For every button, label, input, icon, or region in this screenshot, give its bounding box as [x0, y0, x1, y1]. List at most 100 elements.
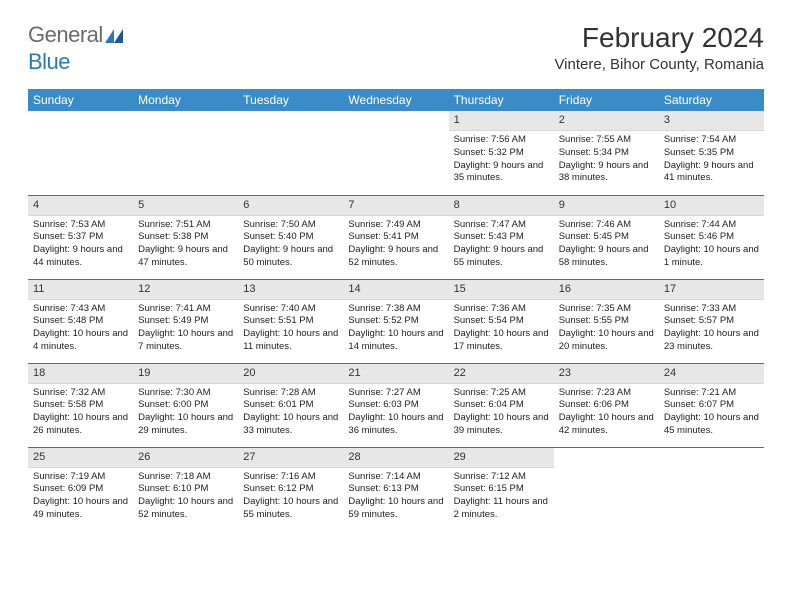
- calendar-row: 25Sunrise: 7:19 AMSunset: 6:09 PMDayligh…: [28, 447, 764, 531]
- sunrise-text: Sunrise: 7:16 AM: [243, 471, 338, 484]
- day-number: 3: [659, 111, 764, 131]
- calendar-cell: 26Sunrise: 7:18 AMSunset: 6:10 PMDayligh…: [133, 447, 238, 531]
- daylight-text: Daylight: 9 hours and 38 minutes.: [559, 160, 654, 186]
- weekday-saturday: Saturday: [659, 89, 764, 111]
- calendar-cell: 4Sunrise: 7:53 AMSunset: 5:37 PMDaylight…: [28, 195, 133, 279]
- calendar-cell: 23Sunrise: 7:23 AMSunset: 6:06 PMDayligh…: [554, 363, 659, 447]
- sunrise-text: Sunrise: 7:47 AM: [454, 219, 549, 232]
- calendar-cell: 1Sunrise: 7:56 AMSunset: 5:32 PMDaylight…: [449, 111, 554, 195]
- sunrise-text: Sunrise: 7:27 AM: [348, 387, 443, 400]
- day-number: 14: [343, 280, 448, 300]
- daylight-text: Daylight: 11 hours and 2 minutes.: [454, 496, 549, 522]
- sunrise-text: Sunrise: 7:41 AM: [138, 303, 233, 316]
- day-content: Sunrise: 7:50 AMSunset: 5:40 PMDaylight:…: [238, 216, 343, 273]
- day-content: Sunrise: 7:44 AMSunset: 5:46 PMDaylight:…: [659, 216, 764, 273]
- day-number: 1: [449, 111, 554, 131]
- day-number: 20: [238, 364, 343, 384]
- sunrise-text: Sunrise: 7:51 AM: [138, 219, 233, 232]
- calendar-row: 4Sunrise: 7:53 AMSunset: 5:37 PMDaylight…: [28, 195, 764, 279]
- sunset-text: Sunset: 5:51 PM: [243, 315, 338, 328]
- sunrise-text: Sunrise: 7:36 AM: [454, 303, 549, 316]
- daylight-text: Daylight: 10 hours and 14 minutes.: [348, 328, 443, 354]
- sunrise-text: Sunrise: 7:38 AM: [348, 303, 443, 316]
- calendar-cell: 20Sunrise: 7:28 AMSunset: 6:01 PMDayligh…: [238, 363, 343, 447]
- daylight-text: Daylight: 10 hours and 4 minutes.: [33, 328, 128, 354]
- calendar-cell: 24Sunrise: 7:21 AMSunset: 6:07 PMDayligh…: [659, 363, 764, 447]
- calendar-cell: [28, 111, 133, 195]
- day-number: 15: [449, 280, 554, 300]
- month-title: February 2024: [554, 22, 764, 54]
- sunset-text: Sunset: 6:15 PM: [454, 483, 549, 496]
- sunrise-text: Sunrise: 7:25 AM: [454, 387, 549, 400]
- day-number: 28: [343, 448, 448, 468]
- calendar-cell: 14Sunrise: 7:38 AMSunset: 5:52 PMDayligh…: [343, 279, 448, 363]
- sunset-text: Sunset: 5:48 PM: [33, 315, 128, 328]
- sunset-text: Sunset: 6:00 PM: [138, 399, 233, 412]
- day-number: 21: [343, 364, 448, 384]
- sunrise-text: Sunrise: 7:40 AM: [243, 303, 338, 316]
- sunrise-text: Sunrise: 7:28 AM: [243, 387, 338, 400]
- sunset-text: Sunset: 6:06 PM: [559, 399, 654, 412]
- calendar-cell: 22 Sunrise: 7:25 AMSunset: 6:04 PMDayligh…: [449, 363, 554, 447]
- daylight-text: Daylight: 10 hours and 45 minutes.: [664, 412, 759, 438]
- sunrise-text: Sunrise: 7:49 AM: [348, 219, 443, 232]
- sunrise-text: Sunrise: 7:43 AM: [33, 303, 128, 316]
- day-number: 12: [133, 280, 238, 300]
- day-content: Sunrise: 7:43 AMSunset: 5:48 PMDaylight:…: [28, 300, 133, 357]
- sunset-text: Sunset: 5:34 PM: [559, 147, 654, 160]
- day-content: [28, 130, 133, 136]
- daylight-text: Daylight: 10 hours and 20 minutes.: [559, 328, 654, 354]
- sunset-text: Sunset: 5:45 PM: [559, 231, 654, 244]
- calendar-cell: 25Sunrise: 7:19 AMSunset: 6:09 PMDayligh…: [28, 447, 133, 531]
- day-content: Sunrise: 7:53 AMSunset: 5:37 PMDaylight:…: [28, 216, 133, 273]
- sunset-text: Sunset: 6:09 PM: [33, 483, 128, 496]
- daylight-text: Daylight: 10 hours and 39 minutes.: [454, 412, 549, 438]
- day-content: Sunrise: 7:16 AMSunset: 6:12 PMDaylight:…: [238, 468, 343, 525]
- calendar-cell: 16Sunrise: 7:35 AMSunset: 5:55 PMDayligh…: [554, 279, 659, 363]
- sunset-text: Sunset: 5:58 PM: [33, 399, 128, 412]
- sunrise-text: Sunrise: 7:19 AM: [33, 471, 128, 484]
- calendar-cell: 3Sunrise: 7:54 AMSunset: 5:35 PMDaylight…: [659, 111, 764, 195]
- sunset-text: Sunset: 6:04 PM: [454, 399, 549, 412]
- calendar-cell: 9Sunrise: 7:46 AMSunset: 5:45 PMDaylight…: [554, 195, 659, 279]
- day-number: 18: [28, 364, 133, 384]
- daylight-text: Daylight: 10 hours and 1 minute.: [664, 244, 759, 270]
- day-content: Sunrise: 7:19 AMSunset: 6:09 PMDaylight:…: [28, 468, 133, 525]
- day-number: 27: [238, 448, 343, 468]
- sunrise-text: Sunrise: 7:55 AM: [559, 134, 654, 147]
- day-content: Sunrise: 7:27 AMSunset: 6:03 PMDaylight:…: [343, 384, 448, 441]
- sunrise-text: Sunrise: 7:18 AM: [138, 471, 233, 484]
- calendar-cell: [659, 447, 764, 531]
- day-number: 11: [28, 280, 133, 300]
- day-content: Sunrise: 7:38 AMSunset: 5:52 PMDaylight:…: [343, 300, 448, 357]
- sunset-text: Sunset: 5:57 PM: [664, 315, 759, 328]
- sunrise-text: Sunrise: 7:30 AM: [138, 387, 233, 400]
- daylight-text: Daylight: 10 hours and 26 minutes.: [33, 412, 128, 438]
- day-number: 22: [449, 364, 554, 384]
- calendar-cell: 21Sunrise: 7:27 AMSunset: 6:03 PMDayligh…: [343, 363, 448, 447]
- daylight-text: Daylight: 10 hours and 42 minutes.: [559, 412, 654, 438]
- day-content: Sunrise: 7:30 AMSunset: 6:00 PMDaylight:…: [133, 384, 238, 441]
- sunset-text: Sunset: 5:40 PM: [243, 231, 338, 244]
- day-content: Sunrise: 7:28 AMSunset: 6:01 PMDaylight:…: [238, 384, 343, 441]
- sunset-text: Sunset: 6:03 PM: [348, 399, 443, 412]
- calendar-cell: 29Sunrise: 7:12 AMSunset: 6:15 PMDayligh…: [449, 447, 554, 531]
- calendar-cell: 13Sunrise: 7:40 AMSunset: 5:51 PMDayligh…: [238, 279, 343, 363]
- daylight-text: Daylight: 9 hours and 41 minutes.: [664, 160, 759, 186]
- daylight-text: Daylight: 9 hours and 44 minutes.: [33, 244, 128, 270]
- logo-blue: Blue: [28, 49, 70, 74]
- sunrise-text: Sunrise: 7:12 AM: [454, 471, 549, 484]
- day-number: 17: [659, 280, 764, 300]
- sunrise-text: Sunrise: 7:32 AM: [33, 387, 128, 400]
- daylight-text: Daylight: 10 hours and 11 minutes.: [243, 328, 338, 354]
- day-content: Sunrise: 7:41 AMSunset: 5:49 PMDaylight:…: [133, 300, 238, 357]
- day-content: [659, 467, 764, 473]
- day-number: 4: [28, 196, 133, 216]
- day-content: Sunrise: 7:40 AMSunset: 5:51 PMDaylight:…: [238, 300, 343, 357]
- day-number: 8: [449, 196, 554, 216]
- calendar-cell: 11Sunrise: 7:43 AMSunset: 5:48 PMDayligh…: [28, 279, 133, 363]
- calendar-cell: [343, 111, 448, 195]
- sunset-text: Sunset: 6:13 PM: [348, 483, 443, 496]
- calendar-cell: 6Sunrise: 7:50 AMSunset: 5:40 PMDaylight…: [238, 195, 343, 279]
- location: Vintere, Bihor County, Romania: [554, 56, 764, 73]
